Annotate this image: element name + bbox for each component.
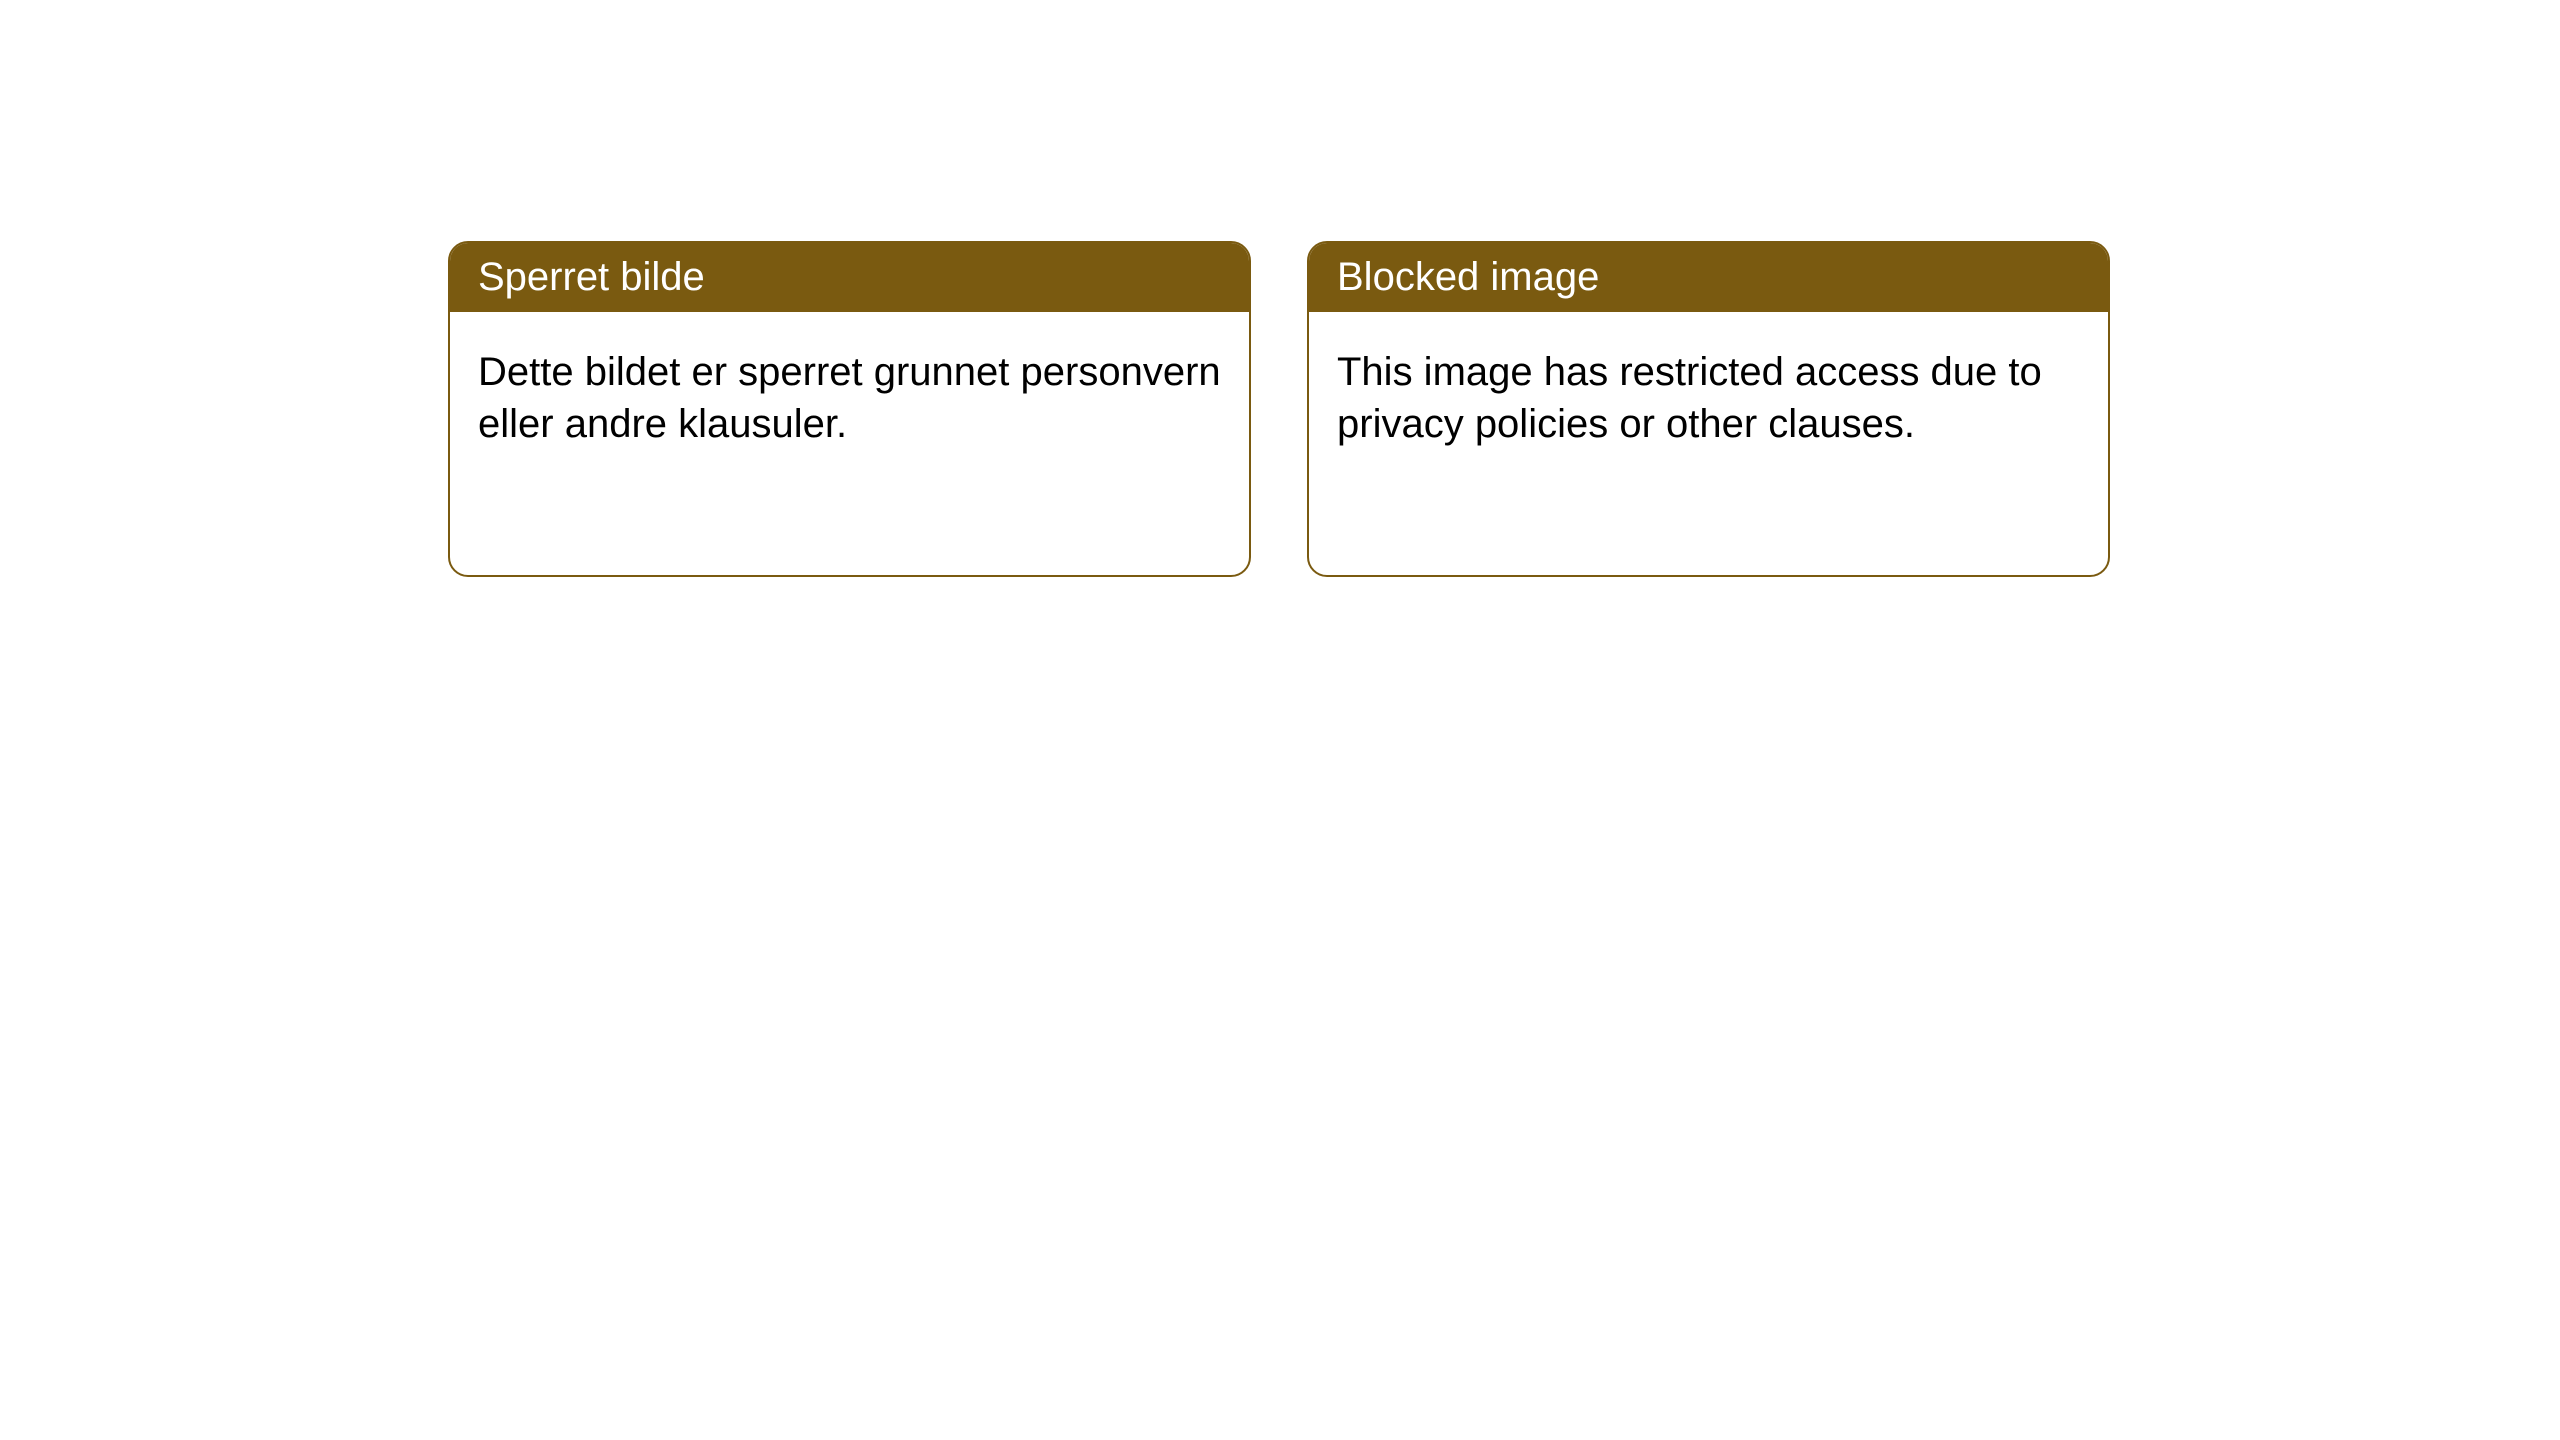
notice-header: Sperret bilde — [450, 243, 1249, 312]
notice-title: Blocked image — [1337, 255, 1599, 299]
notice-body: This image has restricted access due to … — [1309, 312, 2108, 484]
notice-header: Blocked image — [1309, 243, 2108, 312]
notice-title: Sperret bilde — [478, 255, 705, 299]
notice-message: Dette bildet er sperret grunnet personve… — [478, 350, 1221, 446]
notice-box-norwegian: Sperret bilde Dette bildet er sperret gr… — [448, 241, 1251, 577]
notice-container: Sperret bilde Dette bildet er sperret gr… — [0, 0, 2560, 577]
notice-message: This image has restricted access due to … — [1337, 350, 2042, 446]
notice-box-english: Blocked image This image has restricted … — [1307, 241, 2110, 577]
notice-body: Dette bildet er sperret grunnet personve… — [450, 312, 1249, 484]
